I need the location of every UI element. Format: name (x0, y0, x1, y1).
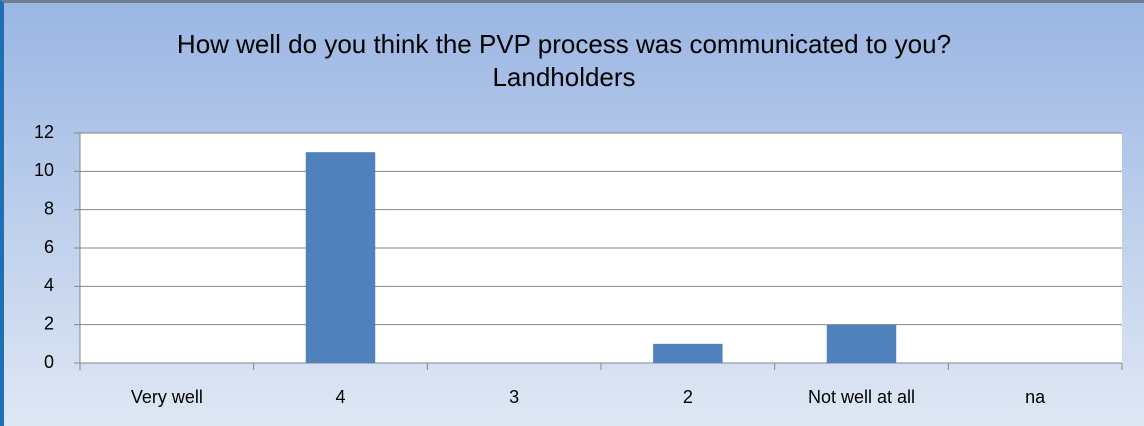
y-tick-label: 0 (44, 352, 54, 372)
x-tick-label: 4 (335, 387, 345, 407)
y-tick-label: 12 (34, 122, 54, 142)
bar (826, 324, 897, 363)
x-tick-label: 2 (683, 387, 693, 407)
y-tick-label: 10 (34, 160, 54, 180)
x-tick-label: Not well at all (808, 387, 915, 407)
y-tick-label: 2 (44, 313, 54, 333)
chart: 0 2 4 6 8 10 12 Very well 4 3 2 Not well at all na (34, 122, 1123, 407)
chart-title: How well do you think the PVP process wa… (176, 29, 952, 92)
x-tick-label: na (1025, 387, 1046, 407)
y-tick-label: 8 (44, 198, 54, 218)
y-tick-label: 4 (44, 275, 54, 295)
y-tick-label: 6 (44, 237, 54, 257)
x-tick-label: 3 (509, 387, 519, 407)
x-tick-label: Very well (131, 387, 203, 407)
bar (653, 343, 723, 363)
bar (305, 152, 376, 363)
